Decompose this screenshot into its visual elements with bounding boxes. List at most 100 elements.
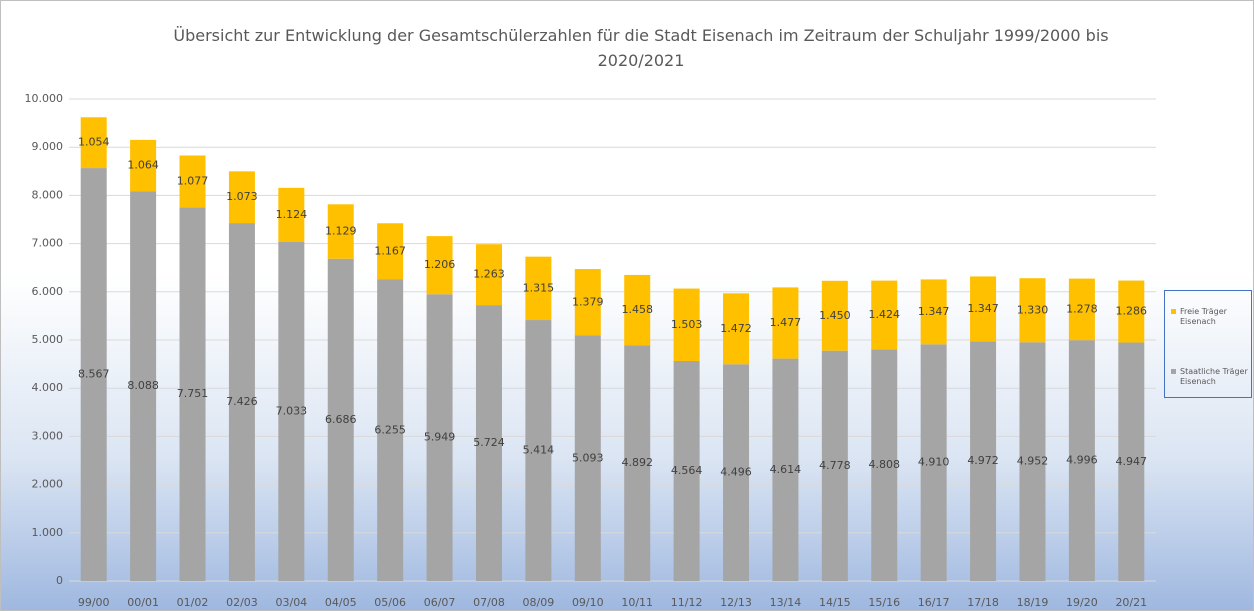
bar-segment	[920, 279, 947, 345]
x-tick-label: 10/11	[621, 596, 653, 609]
bar-segment	[673, 288, 700, 362]
bar-segment	[525, 256, 552, 321]
data-label: 1.129	[325, 225, 357, 238]
data-label: 1.379	[572, 295, 604, 308]
bar-segment	[80, 168, 107, 581]
bar-segment	[821, 350, 848, 581]
data-label: 1.167	[374, 244, 406, 257]
bar-segment	[1118, 280, 1145, 343]
legend-swatch	[1171, 369, 1176, 374]
bar-segment	[1019, 342, 1046, 581]
data-label: 1.124	[276, 208, 308, 221]
data-label: 4.564	[671, 464, 703, 477]
x-tick-label: 19/20	[1066, 596, 1098, 609]
x-tick-label: 12/13	[720, 596, 752, 609]
y-tick-label: 5.000	[32, 333, 64, 346]
data-label: 4.952	[1017, 455, 1049, 468]
x-tick-label: 00/01	[127, 596, 159, 609]
bar-segment	[970, 341, 997, 581]
legend-swatch	[1171, 309, 1176, 314]
x-tick-label: 09/10	[572, 596, 604, 609]
y-tick-label: 3.000	[32, 429, 64, 442]
y-tick-label: 10.000	[25, 92, 64, 105]
y-tick-label: 7.000	[32, 237, 64, 250]
y-tick-label: 0	[56, 574, 63, 587]
bar-segment	[723, 364, 750, 581]
bar-segment	[871, 349, 898, 581]
data-label: 5.414	[523, 444, 555, 457]
x-tick-label: 13/14	[770, 596, 802, 609]
bar-segment	[327, 204, 354, 259]
bar-segment	[475, 305, 502, 581]
y-tick-label: 1.000	[32, 526, 64, 539]
x-tick-label: 11/12	[671, 596, 703, 609]
bar-segment	[574, 269, 601, 336]
chart-title: Übersicht zur Entwicklung der Gesamtschü…	[173, 26, 1109, 70]
bar-segment	[377, 223, 404, 280]
x-tick-label: 06/07	[424, 596, 456, 609]
data-label: 1.450	[819, 309, 851, 322]
bar-segment	[179, 207, 206, 581]
bar-segment	[970, 276, 997, 342]
x-tick-label: 16/17	[918, 596, 950, 609]
bar-segment	[80, 117, 107, 169]
data-label: 1.477	[770, 316, 802, 329]
bar-segment	[920, 344, 947, 581]
bar-segment	[772, 287, 799, 359]
x-tick-label: 15/16	[868, 596, 900, 609]
data-label: 6.686	[325, 413, 357, 426]
bar-segment	[673, 361, 700, 581]
y-tick-label: 8.000	[32, 188, 64, 201]
bar-segment	[377, 279, 404, 581]
bar-segment	[772, 358, 799, 581]
data-label: 1.347	[967, 302, 999, 315]
data-label: 4.496	[720, 466, 752, 479]
data-label: 5.949	[424, 431, 456, 444]
data-label: 1.278	[1066, 302, 1098, 315]
x-tick-label: 08/09	[523, 596, 555, 609]
bar-segment	[574, 335, 601, 581]
data-label: 7.426	[226, 395, 258, 408]
x-tick-label: 02/03	[226, 596, 258, 609]
bar-segment	[821, 280, 848, 351]
bar-segment	[130, 139, 157, 192]
bar-segment	[278, 187, 305, 243]
x-tick-label: 07/08	[473, 596, 505, 609]
data-label: 1.347	[918, 305, 950, 318]
y-tick-label: 2.000	[32, 478, 64, 491]
x-tick-label: 04/05	[325, 596, 357, 609]
data-label: 1.064	[127, 159, 159, 172]
bar-segment	[278, 242, 305, 581]
data-label: 1.077	[177, 174, 209, 187]
x-tick-label: 03/04	[275, 596, 307, 609]
data-label: 4.947	[1116, 455, 1148, 468]
data-label: 1.330	[1017, 303, 1049, 316]
data-label: 4.778	[819, 459, 851, 472]
y-tick-label: 4.000	[32, 381, 64, 394]
data-label: 8.088	[127, 379, 159, 392]
data-label: 4.972	[967, 454, 999, 467]
bar-segment	[624, 274, 651, 346]
data-label: 1.263	[473, 268, 505, 281]
data-label: 1.286	[1116, 305, 1148, 318]
data-label: 1.315	[523, 281, 555, 294]
data-label: 4.614	[770, 463, 802, 476]
data-label: 1.472	[720, 322, 752, 335]
data-label: 5.724	[473, 436, 505, 449]
bar-segment	[426, 236, 453, 295]
bar-segment	[179, 155, 206, 208]
data-label: 1.054	[78, 136, 110, 149]
x-tick-label: 99/00	[78, 596, 110, 609]
legend-label: Staatliche Träger Eisenach	[1180, 367, 1248, 386]
data-label: 5.093	[572, 451, 604, 464]
bar-segment	[1068, 340, 1095, 581]
bar-segment	[327, 258, 354, 581]
data-label: 1.206	[424, 258, 456, 271]
data-label: 7.751	[177, 387, 209, 400]
bar-segment	[228, 223, 255, 581]
x-tick-label: 20/21	[1115, 596, 1147, 609]
data-label: 1.424	[869, 308, 901, 321]
data-label: 4.910	[918, 456, 950, 469]
